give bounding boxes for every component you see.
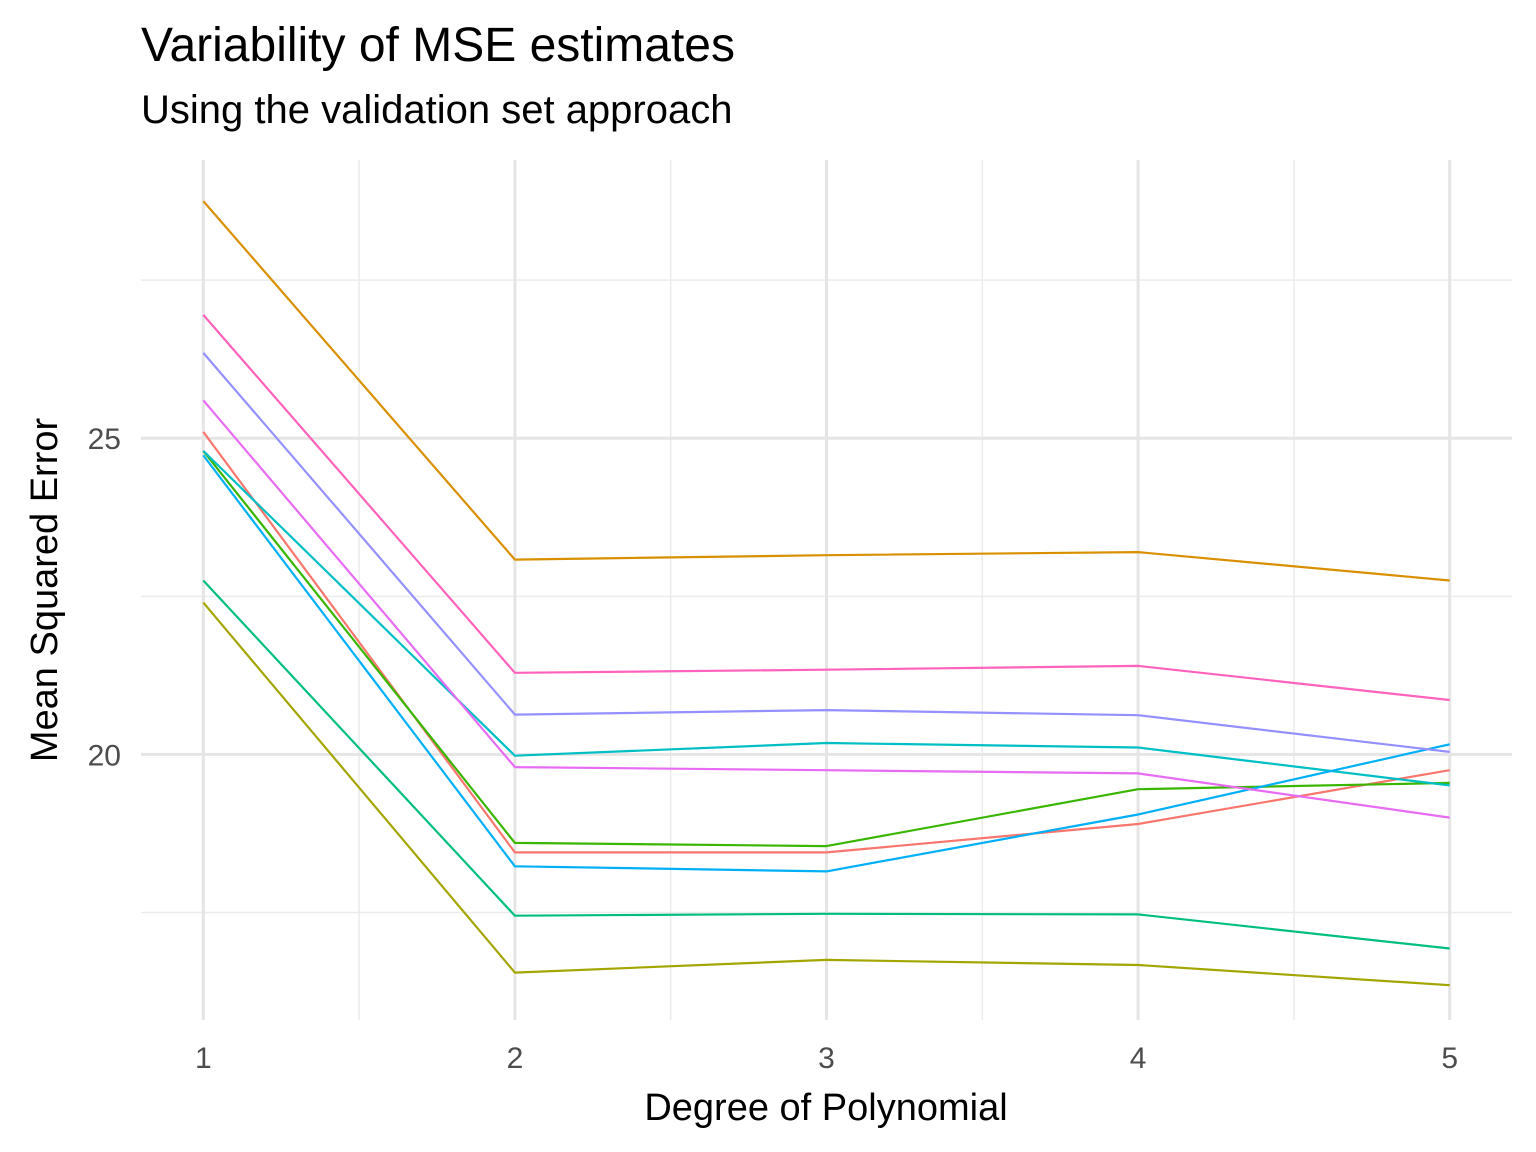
x-tick-label: 5 (1441, 1042, 1458, 1075)
x-axis-title: Degree of Polynomial (644, 1087, 1007, 1129)
y-axis-title: Mean Squared Error (24, 418, 66, 763)
x-tick-label: 4 (1130, 1042, 1147, 1075)
y-tick-label: 20 (88, 739, 121, 772)
x-tick-labels: 1 2 3 4 5 (195, 1042, 1458, 1075)
x-tick-label: 3 (818, 1042, 835, 1075)
x-tick-label: 2 (507, 1042, 524, 1075)
y-tick-label: 25 (88, 423, 121, 456)
x-tick-label: 1 (195, 1042, 212, 1075)
